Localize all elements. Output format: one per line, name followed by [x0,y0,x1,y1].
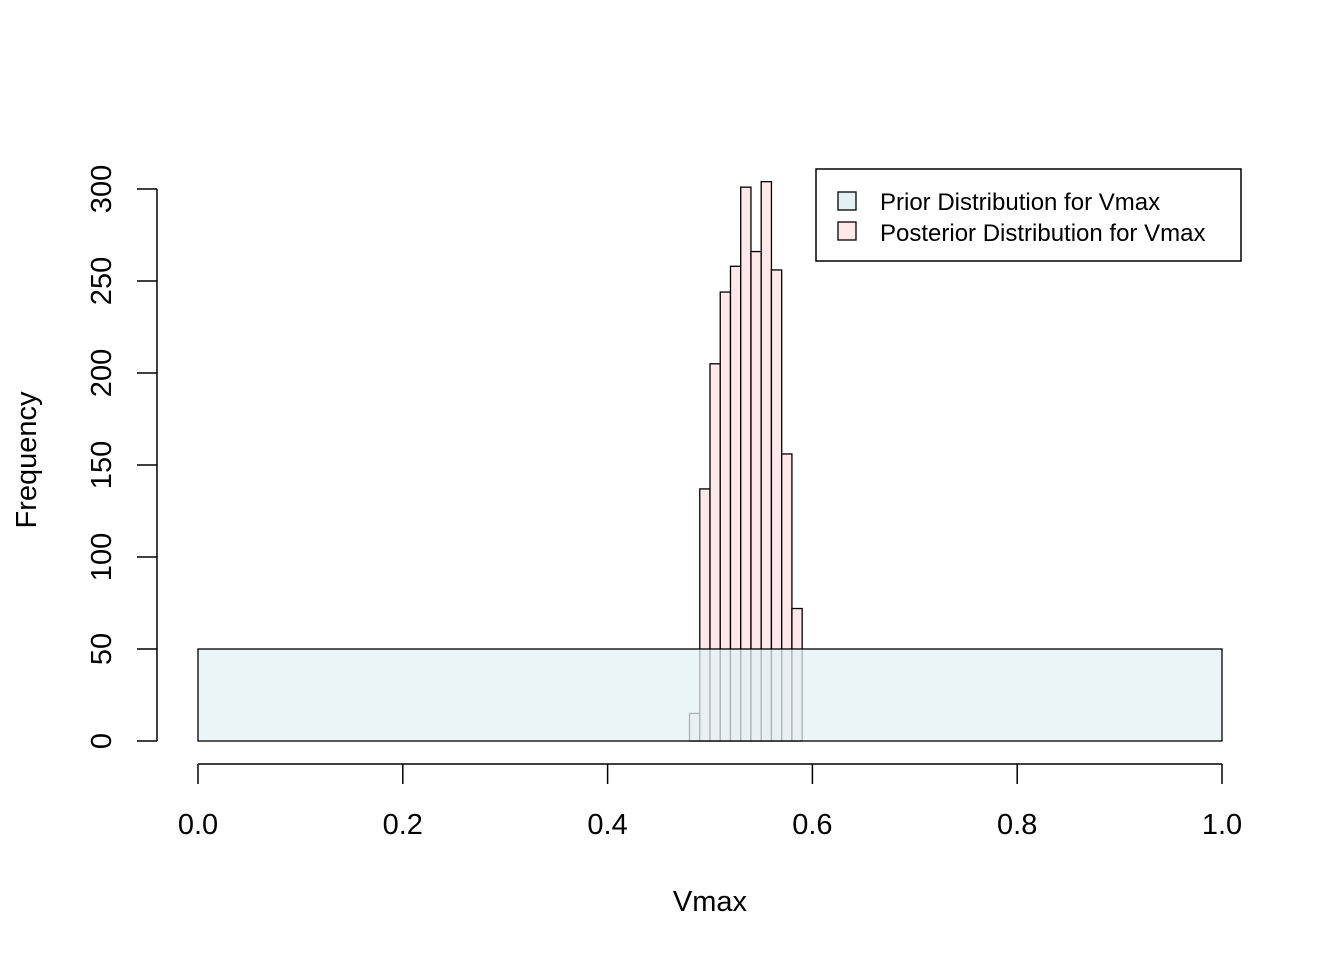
posterior-bars [688,180,803,742]
prior-bar-0 [197,648,1223,742]
y-tick-label-4: 200 [86,349,118,397]
y-tick-label-6: 300 [86,165,118,213]
x-tick-label-5: 1.0 [1202,809,1242,841]
y-tick-label-1: 50 [86,633,118,665]
x-tick-label-3: 0.6 [792,809,832,841]
x-axis: 0.0 0.2 0.4 0.6 0.8 1.0 [178,763,1242,841]
legend-swatch-prior [837,191,857,211]
y-axis-title: Frequency [11,391,43,529]
prior-bars [197,648,1223,742]
x-tick-label-2: 0.4 [587,809,627,841]
legend-swatch-posterior [837,221,857,241]
x-tick-label-1: 0.2 [383,809,423,841]
x-tick-label-4: 0.8 [997,809,1037,841]
x-axis-title: Vmax [673,886,748,918]
legend-label-prior: Prior Distribution for Vmax [880,189,1160,216]
y-tick-label-3: 150 [86,441,118,489]
legend-label-posterior: Posterior Distribution for Vmax [880,220,1205,247]
y-tick-label-0: 0 [86,733,118,749]
x-tick-label-0: 0.0 [178,809,218,841]
legend-box [815,168,1242,262]
y-axis: 0 50 100 150 200 250 300 [86,165,158,749]
y-tick-label-2: 100 [86,533,118,581]
legend: Prior Distribution for Vmax Posterior Di… [815,168,1242,262]
y-tick-label-5: 250 [86,257,118,305]
